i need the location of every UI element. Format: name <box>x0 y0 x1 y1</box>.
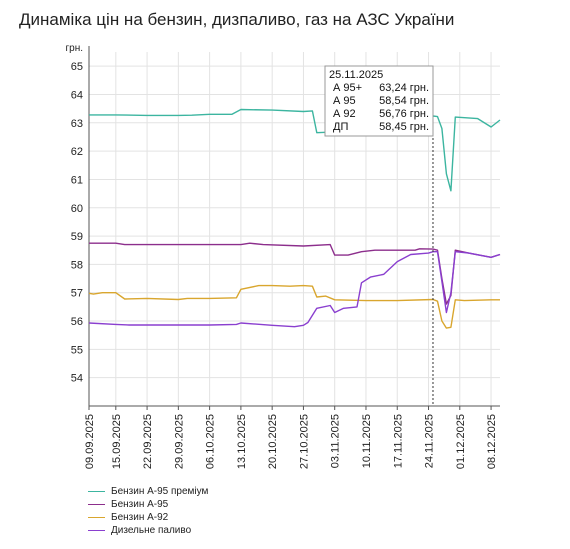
legend-label: Бензин А-92 <box>111 512 169 523</box>
x-tick-label: 01.12.2025 <box>455 414 467 469</box>
legend-swatch <box>88 530 105 531</box>
legend-item-1[interactable]: Бензин А-95 преміум <box>88 485 208 498</box>
grid-lines <box>88 52 500 406</box>
x-tick-label: 15.09.2025 <box>111 414 123 469</box>
x-tick-label: 10.11.2025 <box>361 414 373 468</box>
y-tick-label: 59 <box>71 231 83 243</box>
y-tick-label: 63 <box>71 118 83 130</box>
x-tick-label: 22.09.2025 <box>142 414 154 469</box>
x-tick-label: 20.10.2025 <box>267 414 279 469</box>
series-lines <box>88 108 501 329</box>
x-tick-label: 09.09.2025 <box>84 414 96 469</box>
legend-item-4[interactable]: Дизельне паливо <box>88 524 208 537</box>
tooltip-date: 25.11.2025 <box>329 69 383 81</box>
legend-label: Дизельне паливо <box>111 525 192 536</box>
y-tick-label: 56 <box>71 316 83 328</box>
x-tick-label: 13.10.2025 <box>236 414 248 469</box>
legend-item-3[interactable]: Бензин А-92 <box>88 511 208 524</box>
x-tick-label: 17.11.2025 <box>392 414 404 468</box>
tooltip-row-value: 58,45 грн. <box>379 121 429 133</box>
legend-swatch <box>88 491 105 492</box>
y-tick-label: 65 <box>71 61 83 73</box>
chart-title: Динаміка цін на бензин, дизпаливо, газ н… <box>19 10 455 29</box>
x-tick-label: 03.11.2025 <box>330 414 342 468</box>
y-tick-label: 64 <box>71 89 83 101</box>
series-line-4 <box>88 250 501 328</box>
tooltip-box <box>324 65 434 137</box>
axes <box>88 46 500 410</box>
y-axis-unit-label: грн. <box>65 43 83 54</box>
x-axis-tick-labels: 09.09.2025 15.09.2025 22.09.2025 29.09.2025… <box>84 414 498 469</box>
x-tick-label: 24.11.2025 <box>424 414 436 468</box>
tooltip-row-label: А 92 <box>333 108 356 120</box>
legend-swatch <box>88 517 105 518</box>
series-line-3 <box>88 284 500 329</box>
tooltip-row-label: ДП <box>333 121 348 133</box>
x-tick-label: 06.10.2025 <box>205 414 217 469</box>
tooltip-row-value: 63,24 грн. <box>379 82 429 94</box>
tooltip-row-value: 56,76 грн. <box>379 108 429 120</box>
y-tick-label: 60 <box>71 203 83 215</box>
y-tick-label: 58 <box>71 259 83 271</box>
y-tick-label: 55 <box>71 344 83 356</box>
y-tick-label: 61 <box>71 174 83 186</box>
tooltip-row-label: А 95+ <box>333 82 362 94</box>
x-tick-label: 27.10.2025 <box>298 414 310 469</box>
x-tick-label: 29.09.2025 <box>173 414 185 469</box>
y-tick-label: 54 <box>71 373 83 385</box>
series-line-2 <box>89 242 501 305</box>
legend-item-2[interactable]: Бензин А-95 <box>88 498 208 511</box>
legend-label: Бензин А-95 преміум <box>111 486 209 497</box>
legend-swatch <box>88 504 105 505</box>
tooltip-row-value: 58,54 грн. <box>379 95 429 107</box>
x-tick-label: 08.12.2025 <box>486 414 498 469</box>
chart-legend: Бензин А-95 преміум Бензин А-95 Бензин А-9… <box>88 485 208 537</box>
tooltip-row-label: А 95 <box>333 95 356 107</box>
y-tick-label: 57 <box>71 288 83 300</box>
series-line-1 <box>89 108 501 192</box>
legend-label: Бензин А-95 <box>111 499 169 510</box>
y-axis-tick-labels: 54 55 56 57 58 59 60 61 62 63 64 65 <box>71 61 83 385</box>
y-tick-label: 62 <box>71 146 83 158</box>
